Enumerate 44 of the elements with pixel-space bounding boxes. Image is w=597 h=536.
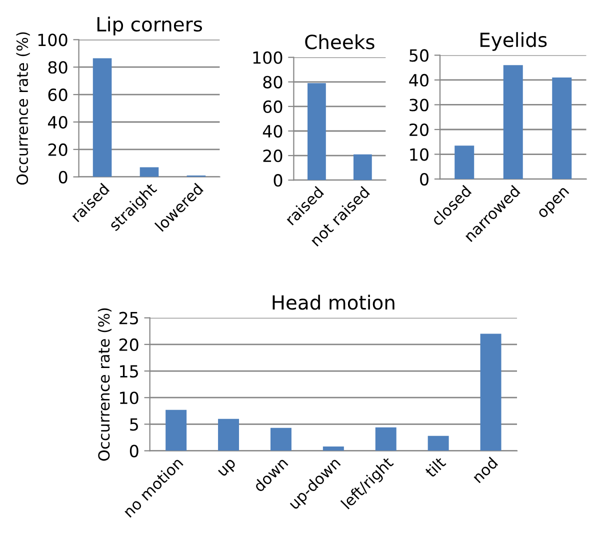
bar	[270, 428, 292, 451]
y-tick-label: 10	[120, 392, 138, 404]
y-tick-label: 80	[48, 61, 68, 74]
chart-title: Eyelids	[480, 32, 547, 51]
y-axis-title: Occurrence rate (%)	[16, 32, 30, 185]
y-axis-title: Occurrence rate (%)	[98, 308, 112, 461]
y-tick-label: 20	[119, 338, 138, 352]
y-tick-label: 100	[253, 51, 282, 64]
y-tick-label: 20	[263, 150, 282, 162]
bar	[428, 436, 449, 451]
bar	[480, 334, 502, 451]
y-tick-label: 40	[262, 124, 282, 138]
y-tick-label: 20	[48, 143, 68, 156]
y-tick-label: 50	[410, 49, 428, 62]
y-tick-label: 0	[58, 170, 68, 184]
bar	[375, 427, 396, 451]
y-tick-label: 100	[38, 34, 68, 46]
x-tick-label: tilt	[424, 456, 446, 478]
y-tick-label: 15	[120, 365, 138, 378]
y-tick-label: 60	[263, 100, 282, 114]
bar	[322, 446, 344, 451]
bar	[166, 410, 187, 451]
y-tick-label: 5	[130, 418, 138, 431]
y-tick-label: 80	[263, 76, 282, 88]
bar	[454, 146, 474, 180]
y-tick-label: 30	[410, 98, 428, 112]
chart-title: Head motion	[272, 294, 394, 310]
bar	[140, 167, 159, 177]
bar	[503, 65, 523, 180]
y-tick-label: 0	[130, 444, 138, 458]
y-tick-label: 10	[410, 148, 428, 161]
y-tick-label: 40	[48, 116, 68, 129]
bar	[552, 77, 572, 180]
bar	[92, 58, 112, 177]
bar	[218, 418, 240, 451]
y-tick-label: 40	[409, 74, 428, 87]
chart-title: Cheeks	[305, 34, 374, 50]
y-tick-label: 25	[119, 312, 138, 324]
x-tick-label: up	[218, 458, 238, 479]
y-tick-label: 20	[410, 123, 428, 136]
chart-title: Lip corners	[97, 16, 202, 36]
y-tick-label: 0	[420, 172, 428, 186]
y-tick-label: 0	[274, 174, 282, 187]
y-tick-label: 60	[48, 88, 68, 102]
